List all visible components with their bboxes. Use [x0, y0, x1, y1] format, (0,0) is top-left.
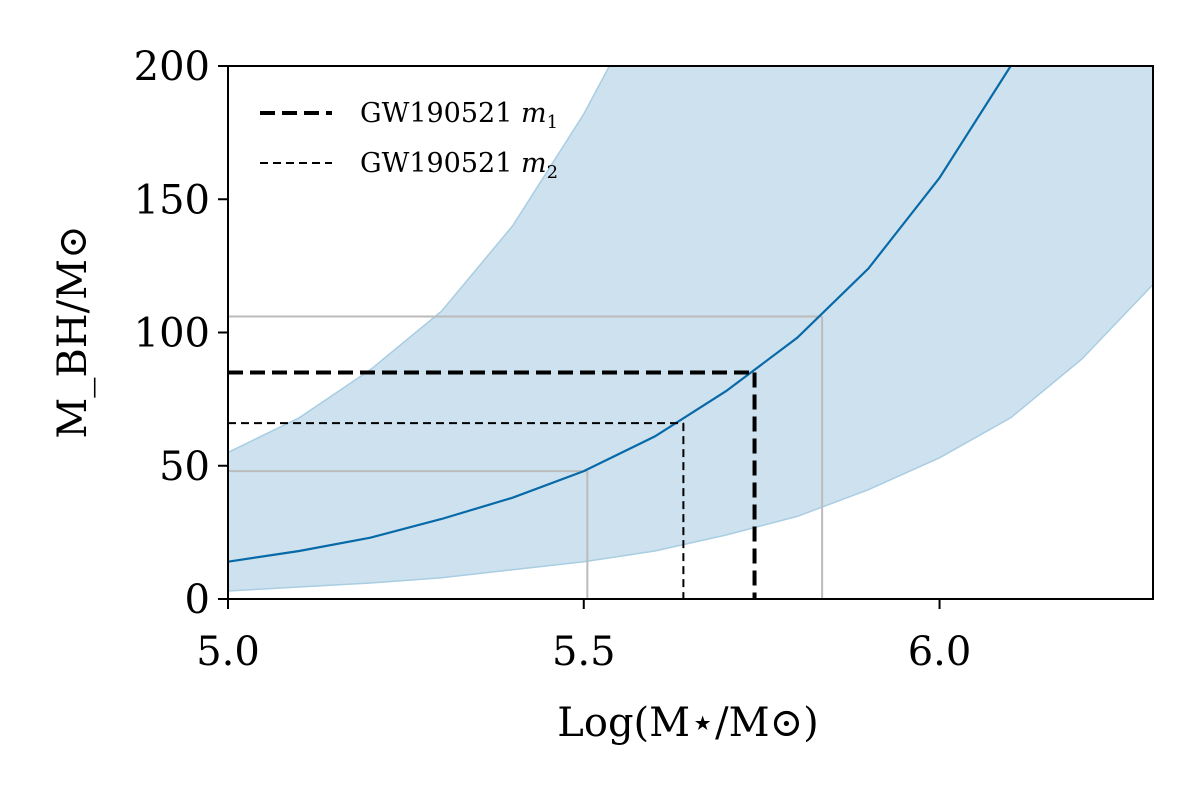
x-tick-label: 5.0: [196, 629, 260, 675]
y-tick-label: 200: [134, 44, 210, 90]
axes: 5.0 5.5 6.0 0 50 100 150 200: [134, 44, 972, 675]
legend-label-m1: GW190521 m1: [360, 98, 558, 133]
legend-label-m2: GW190521 m2: [360, 148, 558, 183]
x-axis-label: Log(M⋆/M⊙): [557, 700, 818, 746]
plot-area: [228, 66, 1153, 599]
x-tick-label: 5.5: [552, 629, 616, 675]
relation-curve: [228, 66, 1012, 563]
y-tick-label: 150: [134, 177, 210, 223]
y-tick-label: 100: [134, 311, 210, 357]
y-axis-label: M_BH/M⊙: [50, 225, 96, 438]
confidence-band: [228, 66, 1153, 592]
y-tick-label: 50: [159, 444, 210, 490]
y-tick-label: 0: [185, 577, 210, 623]
x-tick-label: 6.0: [908, 629, 972, 675]
legend: GW190521 m1 GW190521 m2: [260, 98, 558, 183]
